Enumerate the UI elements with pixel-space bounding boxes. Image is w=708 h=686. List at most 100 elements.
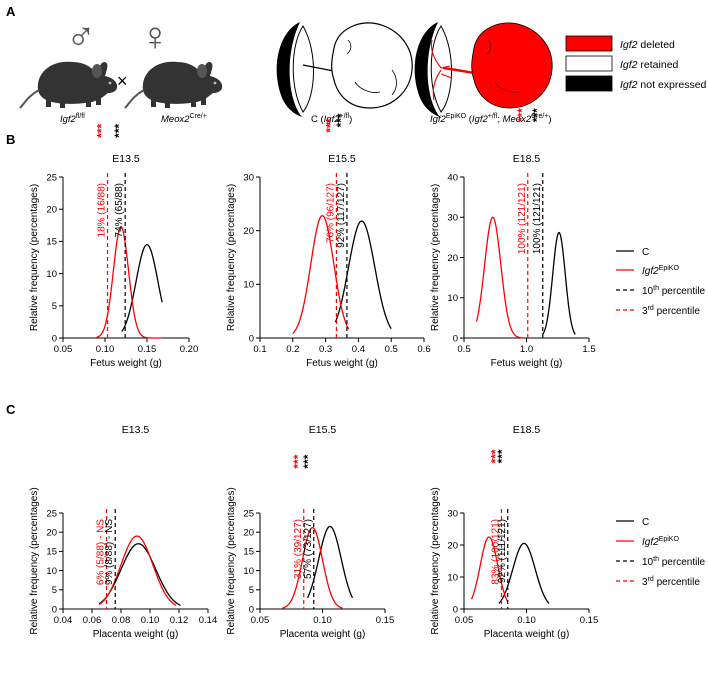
panel-a-legend: Igf2 deleted Igf2 retained Igf2 not expr… [565, 35, 707, 92]
x-tick-label: 1.0 [520, 344, 533, 355]
control-significance-stars: *** [530, 108, 544, 122]
y-tick-label: 20 [46, 205, 57, 216]
control-significance-stars: *** [112, 123, 126, 137]
legend-b-ko-sup: EpiKO [659, 265, 680, 272]
y-tick-label: 15 [46, 237, 57, 248]
ko-label: Igf2EpiKO (Igf2+/fl; Meox2Cre/+) [430, 113, 552, 125]
y-axis-title: Relative frequency (percentages) [29, 184, 40, 331]
y-tick-label: 0 [52, 604, 57, 615]
ko-label-suffix: ) [548, 114, 551, 125]
male-genotype: Igf2fl/fl [60, 113, 85, 125]
female-genotype-gene: Meox2 [161, 114, 190, 125]
x-tick-label: 0.5 [385, 344, 398, 355]
ko-label-gene3: Meox2 [503, 114, 532, 125]
legend-b-control: C [642, 247, 649, 258]
y-tick-label: 0 [249, 333, 254, 344]
legend-swatch-retained [565, 55, 613, 72]
y-tick-label: 10 [447, 293, 458, 304]
ko-significance-stars: *** [515, 108, 529, 122]
control-label-suffix: ) [349, 114, 352, 125]
legend-b-p3-sup: rd [648, 305, 654, 312]
y-tick-label: 5 [249, 585, 254, 596]
x-tick-label: 0.10 [96, 344, 115, 355]
y-axis-title: Relative frequency (percentages) [430, 487, 441, 634]
x-tick-label: 0.15 [138, 344, 157, 355]
legend-c-ko-sup: EpiKO [659, 536, 680, 543]
legend-c: C Igf2EpiKO 10th percentile 3rd percenti… [616, 517, 706, 588]
x-tick-label: 1.5 [582, 344, 595, 355]
control-percentage-annotation: 9% (8/88) - NS [104, 519, 115, 585]
y-tick-label: 0 [453, 604, 458, 615]
control-conceptus-illustration [276, 22, 413, 117]
stage-title: E15.5 [309, 424, 337, 436]
ko-significance-stars: *** [291, 454, 305, 468]
legend-not-expressed-gene: Igf2 [620, 79, 638, 91]
y-tick-label: 40 [447, 172, 458, 183]
legend-b-p10-num: 10 [642, 286, 654, 297]
x-tick-label: 0.20 [180, 344, 199, 355]
ko-percentage-annotation: 6% (5/88) - NS [96, 519, 107, 585]
legend-c-ko-gene: Igf2 [642, 537, 659, 548]
x-tick-label: 0.2 [286, 344, 299, 355]
legend-c-p10-sup: th [653, 556, 659, 563]
ko-label-sep: ; [497, 114, 502, 125]
control-label-gene: Igf2 [324, 114, 341, 125]
panel-label-a: A [6, 4, 16, 19]
x-tick-label: 0.05 [455, 615, 474, 626]
legend-b-p10-rest: percentile [659, 286, 706, 297]
legend-deleted: Igf2 deleted [620, 39, 675, 51]
y-axis-title: Relative frequency (percentages) [29, 487, 40, 634]
y-axis-title: Relative frequency (percentages) [226, 184, 237, 331]
ko-percentage-annotation: 18% (16/88) [97, 183, 108, 237]
legend-c-p10-rest: percentile [659, 557, 706, 568]
stage-title: E15.5 [328, 153, 356, 165]
ko-significance-stars: *** [95, 123, 109, 137]
x-tick-label: 0.1 [253, 344, 266, 355]
y-tick-label: 10 [243, 566, 254, 577]
control-distribution-line [542, 231, 576, 335]
legend-c-p10: 10th percentile [642, 556, 706, 568]
control-significance-stars: *** [495, 449, 509, 463]
y-tick-label: 15 [46, 547, 57, 558]
x-tick-label: 0.06 [83, 615, 102, 626]
control-significance-stars: *** [334, 113, 348, 127]
ko-label-gene: Igf2 [430, 114, 447, 125]
x-tick-label: 0.08 [112, 615, 131, 626]
x-tick-label: 0.6 [417, 344, 430, 355]
legend-swatch-deleted [565, 35, 613, 52]
legend-not-expressed: Igf2 not expressed [620, 79, 707, 91]
stage-title: E18.5 [513, 153, 541, 165]
y-axis-title: Relative frequency (percentages) [430, 184, 441, 331]
male-genotype-gene: Igf2 [60, 114, 77, 125]
female-genotype: Meox2Cre/+ [161, 113, 207, 125]
legend-deleted-rest: deleted [638, 39, 676, 51]
legend-retained-rest: retained [638, 59, 679, 71]
x-axis-title: Fetus weight (g) [90, 358, 162, 369]
chart-b2: 0 10 20 30 0.1 0.2 0.3 0.4 0.5 0.6 E15.5 Fetus weig… [226, 113, 431, 369]
ko-conceptus-illustration [414, 22, 553, 117]
y-tick-label: 0 [453, 333, 458, 344]
legend-retained-gene: Igf2 [620, 59, 638, 71]
x-tick-label: 0.10 [313, 615, 332, 626]
y-tick-label: 0 [52, 333, 57, 344]
control-significance-stars: *** [301, 454, 315, 468]
ko-significance-stars: *** [489, 449, 503, 463]
control-percentage-annotation: 92% (117/127) [336, 183, 347, 248]
panel-label-c: C [6, 402, 16, 417]
y-tick-label: 20 [447, 540, 458, 551]
legend-b-p3-rest: percentile [654, 306, 701, 317]
x-tick-label: 0.3 [319, 344, 332, 355]
x-tick-label: 0.12 [170, 615, 189, 626]
chart-c2: 0 5 10 15 20 25 0.05 0.10 0.15 E15.5 Placenta weig… [226, 424, 394, 640]
legend-c-p3-num: 3 [642, 577, 648, 588]
y-tick-label: 20 [447, 253, 458, 264]
x-tick-label: 0.15 [376, 615, 395, 626]
y-tick-label: 20 [46, 528, 57, 539]
ko-label-mid: ( [466, 114, 473, 125]
control-percentage-annotation: 92% (111/121) [497, 519, 508, 583]
x-tick-label: 0.5 [457, 344, 470, 355]
legend-c-p3-rest: percentile [654, 577, 701, 588]
chart-b3: 0 10 20 30 40 0.5 1.0 1.5 E18.5 Fetus weight (g) R… [430, 108, 596, 369]
